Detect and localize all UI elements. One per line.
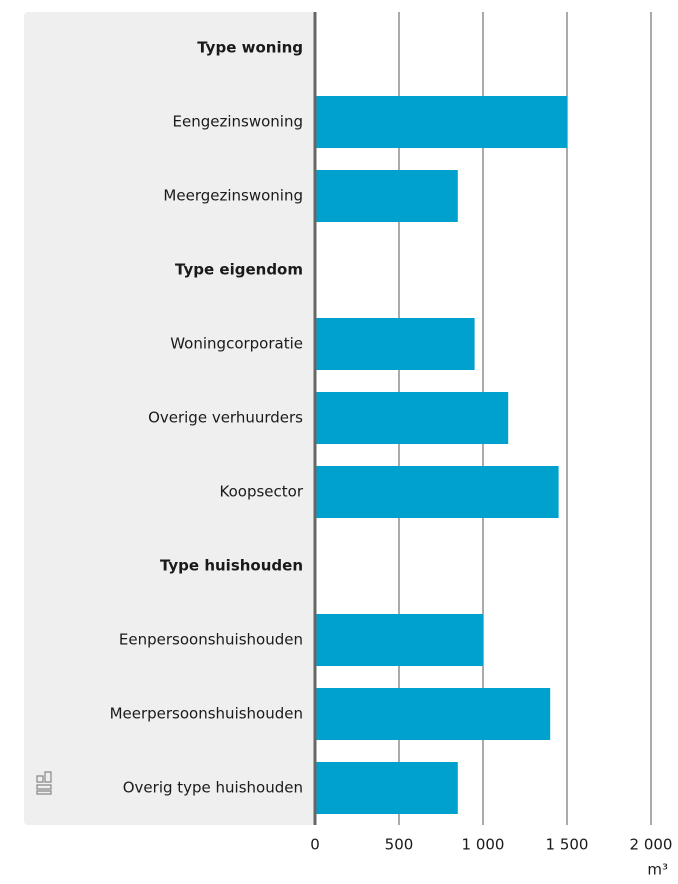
bar — [315, 688, 551, 740]
x-tick-label: 500 — [385, 836, 414, 854]
y-tick-label: Overige verhuurders — [148, 409, 303, 427]
group-header: Type woning — [197, 39, 303, 57]
x-tick-label: 2 000 — [630, 836, 673, 854]
x-tick-label: 0 — [310, 836, 320, 854]
y-tick-label: Koopsector — [220, 483, 304, 501]
label-panel — [24, 12, 315, 825]
bar — [315, 466, 559, 518]
x-unit: m³ — [647, 861, 668, 879]
bar — [315, 614, 483, 666]
cbs-logo — [36, 771, 52, 795]
y-tick-label: Meerpersoonshuishouden — [110, 705, 303, 723]
bar — [315, 318, 475, 370]
y-tick-label: Overig type huishouden — [123, 779, 303, 797]
x-tick-label: 1 000 — [462, 836, 505, 854]
bar — [315, 762, 458, 814]
x-tick-label: 1 500 — [546, 836, 589, 854]
y-tick-label: Eengezinswoning — [173, 113, 303, 131]
y-tick-label: Meergezinswoning — [163, 187, 303, 205]
group-header: Type eigendom — [175, 261, 303, 279]
group-header: Type huishouden — [160, 557, 303, 575]
y-tick-label: Woningcorporatie — [170, 335, 303, 353]
y-tick-label: Eenpersoonshuishouden — [119, 631, 303, 649]
bar — [315, 96, 567, 148]
bar — [315, 392, 509, 444]
bar — [315, 170, 458, 222]
